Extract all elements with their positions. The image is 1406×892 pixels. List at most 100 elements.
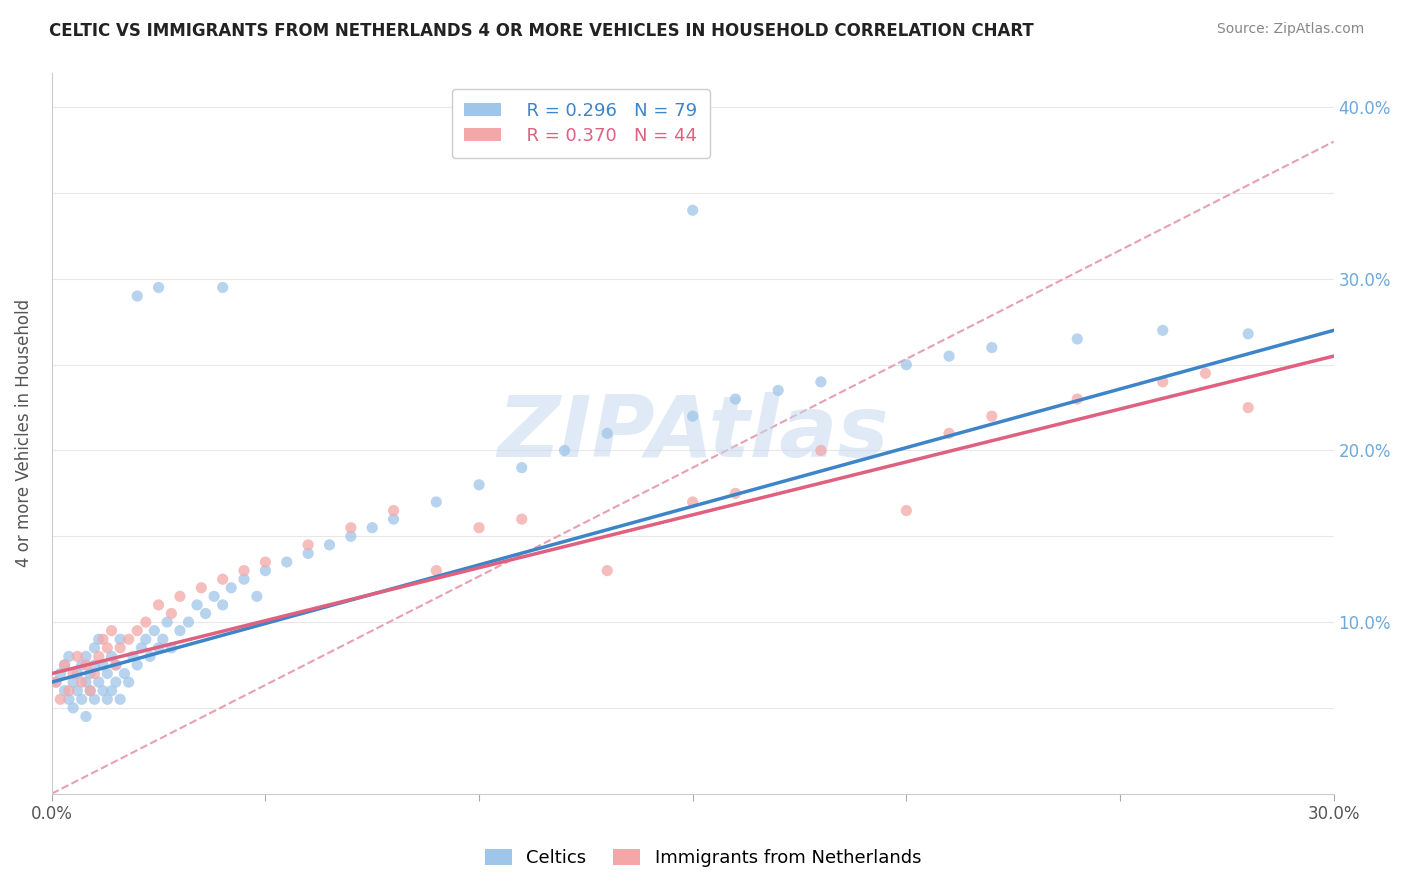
Point (211, 598, 233, 612)
Point (62, 675, 84, 690)
Point (233, 564, 256, 578)
Point (70, 657, 93, 672)
Point (62, 666, 84, 681)
Point (382, 503, 405, 517)
Point (66, 666, 89, 681)
Point (810, 375, 832, 389)
Point (896, 503, 918, 517)
Point (75, 709, 97, 723)
Point (169, 624, 191, 638)
Point (810, 443, 832, 458)
Point (127, 624, 149, 638)
Point (45, 675, 67, 690)
Text: CELTIC VS IMMIGRANTS FROM NETHERLANDS 4 OR MORE VEHICLES IN HOUSEHOLD CORRELATIO: CELTIC VS IMMIGRANTS FROM NETHERLANDS 4 … (49, 22, 1033, 40)
Point (75, 649, 97, 664)
Point (724, 486, 747, 500)
Point (108, 640, 131, 655)
Point (70, 692, 93, 706)
Point (118, 632, 141, 647)
Point (425, 564, 447, 578)
Point (219, 581, 242, 595)
Point (122, 649, 145, 664)
Point (58, 683, 80, 698)
Point (70, 675, 93, 690)
Point (202, 590, 225, 604)
Y-axis label: 4 or more Vehicles in Household: 4 or more Vehicles in Household (15, 299, 32, 567)
Point (148, 280, 170, 294)
Point (1152, 375, 1174, 389)
Point (79, 666, 101, 681)
Point (91, 683, 114, 698)
Point (1237, 401, 1260, 415)
Point (87, 632, 110, 647)
Point (254, 564, 277, 578)
Point (58, 692, 80, 706)
Point (425, 495, 447, 509)
Point (233, 572, 256, 586)
Point (108, 632, 131, 647)
Point (108, 692, 131, 706)
Point (104, 657, 127, 672)
Point (131, 640, 153, 655)
Point (510, 460, 533, 475)
Point (83, 640, 105, 655)
Point (87, 649, 110, 664)
Legend: Celtics, Immigrants from Netherlands: Celtics, Immigrants from Netherlands (478, 841, 928, 874)
Point (104, 657, 127, 672)
Point (160, 640, 183, 655)
Point (66, 649, 89, 664)
Text: Source: ZipAtlas.com: Source: ZipAtlas.com (1216, 22, 1364, 37)
Point (75, 657, 97, 672)
Point (938, 349, 960, 363)
Point (100, 683, 122, 698)
Point (91, 657, 114, 672)
Point (724, 392, 747, 406)
Point (896, 358, 918, 372)
Point (297, 546, 319, 560)
Point (139, 649, 162, 664)
Point (682, 409, 704, 424)
Point (112, 666, 135, 681)
Point (91, 632, 114, 647)
Point (254, 555, 277, 569)
Point (127, 657, 149, 672)
Point (596, 426, 619, 441)
Point (100, 624, 122, 638)
Point (246, 590, 269, 604)
Point (83, 666, 105, 681)
Point (340, 521, 363, 535)
Point (186, 598, 208, 612)
Point (87, 675, 110, 690)
Point (211, 280, 233, 294)
Point (143, 624, 166, 638)
Point (152, 632, 174, 647)
Point (148, 598, 170, 612)
Point (361, 521, 384, 535)
Point (66, 683, 89, 698)
Point (980, 409, 1002, 424)
Point (169, 590, 191, 604)
Point (766, 384, 789, 398)
Point (297, 538, 319, 552)
Point (58, 649, 80, 664)
Point (53, 683, 76, 698)
Point (127, 289, 149, 303)
Point (83, 657, 105, 672)
Point (1066, 332, 1088, 346)
Point (62, 701, 84, 715)
Point (96, 640, 118, 655)
Point (96, 692, 118, 706)
Point (49, 666, 72, 681)
Point (75, 675, 97, 690)
Point (177, 615, 200, 629)
Point (211, 572, 233, 586)
Point (53, 657, 76, 672)
Point (96, 666, 118, 681)
Text: ZIPAtlas: ZIPAtlas (496, 392, 889, 475)
Point (100, 649, 122, 664)
Point (1237, 326, 1260, 341)
Point (194, 607, 217, 621)
Point (45, 675, 67, 690)
Point (468, 521, 491, 535)
Point (190, 581, 212, 595)
